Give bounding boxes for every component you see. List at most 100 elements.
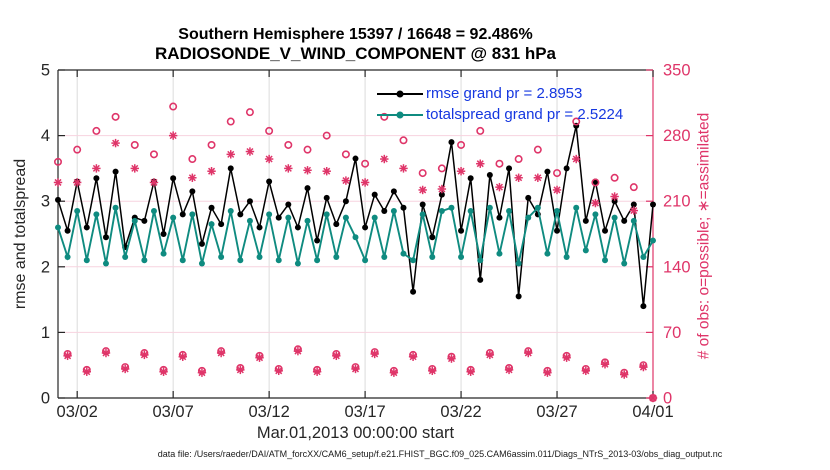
assimilated-marker <box>591 199 599 207</box>
totalspread-marker <box>314 257 321 264</box>
assimilated-marker <box>256 354 264 362</box>
assimilated-marker <box>467 368 475 376</box>
totalspread-marker <box>400 250 407 257</box>
totalspread-marker <box>112 204 119 211</box>
rmse-marker <box>477 276 484 283</box>
assimilated-marker <box>390 369 398 377</box>
assimilated-marker <box>140 351 148 359</box>
assimilated-marker <box>380 155 388 163</box>
y-tick-label-left: 3 <box>41 193 50 211</box>
totalspread-marker <box>237 257 244 264</box>
totalspread-marker <box>198 260 205 267</box>
totalspread-marker <box>352 234 359 241</box>
rmse-marker <box>630 201 637 208</box>
x-tick-label: 03/27 <box>536 403 577 421</box>
assimilated-marker <box>419 186 427 194</box>
assimilated-marker <box>323 167 331 175</box>
possible-marker <box>610 173 619 182</box>
assimilated-marker <box>505 366 513 374</box>
possible-marker <box>629 183 638 192</box>
assimilated-marker <box>351 365 360 373</box>
assimilated-marker <box>409 353 417 361</box>
totalspread-marker <box>515 260 522 267</box>
totalspread-marker <box>64 253 71 260</box>
assimilated-marker <box>630 207 638 215</box>
totalspread-marker <box>122 253 129 260</box>
possible-marker <box>92 126 101 135</box>
totalspread-marker <box>621 260 628 267</box>
totalspread-marker <box>102 260 109 267</box>
assimilated-marker <box>582 367 590 375</box>
x-tick-label: 03/12 <box>248 403 289 421</box>
rmse-marker <box>381 208 388 215</box>
totalspread-marker <box>630 217 637 224</box>
assimilated-marker <box>284 164 292 172</box>
rmse-marker <box>285 201 292 208</box>
possible-marker <box>169 102 178 111</box>
y-axis-label-left: rmse and totalspread <box>12 158 29 310</box>
assimilated-marker <box>649 394 657 402</box>
assimilated-marker <box>169 132 177 140</box>
rmse-marker <box>544 168 551 175</box>
possible-marker <box>322 131 331 140</box>
assimilated-marker <box>447 355 455 363</box>
assimilated-marker <box>639 363 647 371</box>
totalspread-marker <box>285 214 292 221</box>
assimilated-marker <box>572 155 580 163</box>
assimilated-marker <box>83 368 91 376</box>
assimilated-marker <box>486 351 494 359</box>
y-tick-label-right: 70 <box>663 324 681 342</box>
totalspread-marker <box>150 208 157 215</box>
assimilated-marker <box>543 369 551 377</box>
assimilated-marker <box>342 177 350 185</box>
rmse-marker <box>650 201 656 208</box>
totalspread-marker <box>506 208 513 215</box>
possible-marker <box>399 136 408 145</box>
totalspread-marker <box>218 253 225 260</box>
rmse-marker <box>266 178 273 185</box>
y-tick-label-right: 0 <box>663 390 672 408</box>
rmse-marker <box>237 211 244 218</box>
rmse-marker <box>83 224 90 231</box>
rmse-marker <box>429 234 436 241</box>
assimilated-marker <box>476 160 484 168</box>
totalspread-marker <box>438 208 445 215</box>
x-tick-label: 03/22 <box>440 403 481 421</box>
totalspread-marker <box>227 208 234 215</box>
totalspread-marker <box>419 211 426 218</box>
rmse-marker <box>64 227 71 234</box>
assimilated-marker <box>457 167 465 175</box>
y-tick-label-left: 5 <box>41 62 50 80</box>
possible-marker <box>130 140 139 149</box>
legend-entry-rmse: rmse grand pr = 2.8953 <box>376 83 623 104</box>
totalspread-marker <box>563 253 570 260</box>
rmse-marker <box>323 194 330 201</box>
rmse-marker <box>563 165 570 172</box>
y-tick-label-left: 2 <box>41 258 50 276</box>
assimilated-marker <box>371 350 379 358</box>
rmse-marker <box>179 211 186 218</box>
series-rmse <box>55 122 656 310</box>
assimilated-marker <box>208 167 216 175</box>
y-tick-label-right: 350 <box>663 62 691 80</box>
totalspread-marker <box>496 250 503 257</box>
rmse-marker <box>141 217 148 224</box>
possible-marker <box>111 112 120 121</box>
rmse-marker <box>189 188 196 195</box>
assimilated-marker <box>236 366 244 374</box>
totalspread-line-marker-icon <box>377 111 423 118</box>
totalspread-marker <box>189 211 196 218</box>
assimilated-marker <box>112 139 120 147</box>
totalspread-marker <box>573 204 580 211</box>
series-assimilated <box>53 131 658 403</box>
rmse-marker <box>410 288 417 295</box>
totalspread-marker <box>362 257 369 264</box>
totalspread-marker <box>93 211 100 218</box>
y-tick-label-right: 210 <box>663 193 691 211</box>
totalspread-marker <box>602 257 609 264</box>
totalspread-marker <box>246 217 253 224</box>
rmse-marker <box>467 175 474 182</box>
assimilated-marker <box>188 174 196 182</box>
y-axis-label-right: # of obs: o=possible; ∗=assimilated <box>695 112 713 360</box>
